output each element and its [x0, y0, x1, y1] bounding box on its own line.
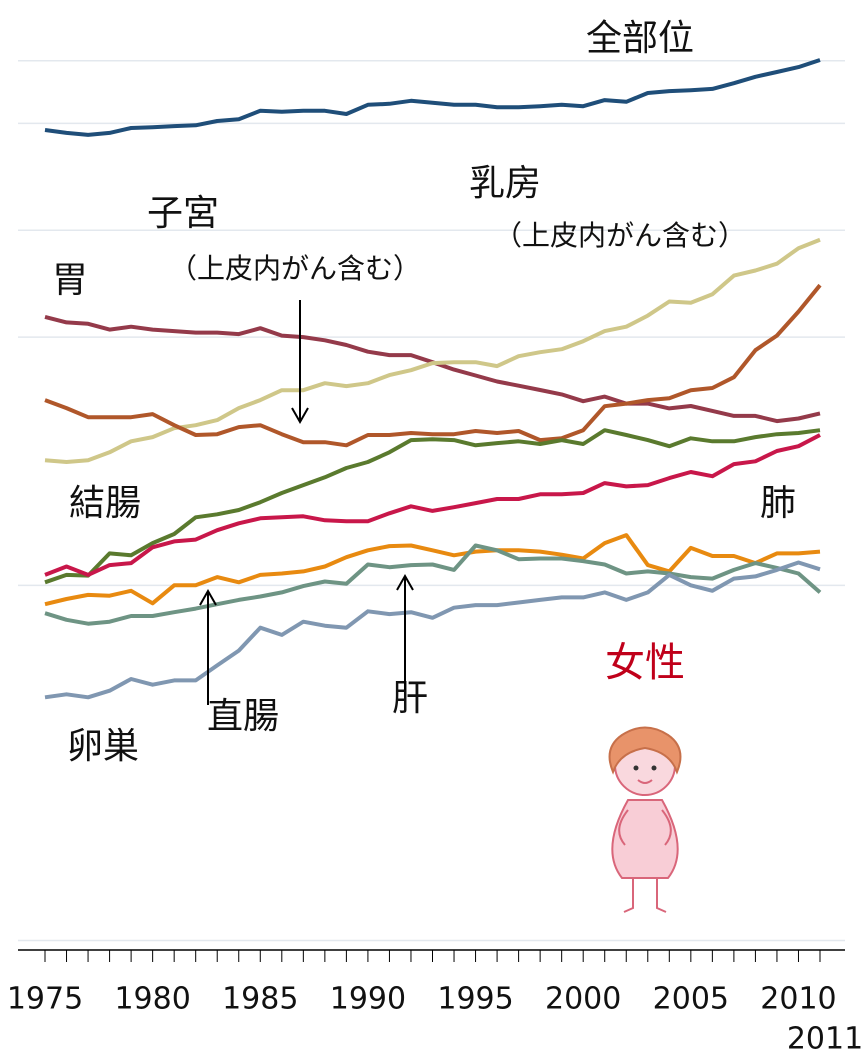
x-tick-label: 2011: [787, 1022, 863, 1057]
series-label: 乳房: [469, 163, 541, 204]
series-label: 卵巣: [67, 726, 139, 767]
girl-figure: [608, 726, 682, 913]
series-label: 結腸: [69, 483, 141, 524]
series-label: 肝: [392, 678, 428, 719]
x-tick-label: 1980: [114, 982, 190, 1017]
arrows: [199, 300, 414, 705]
x-tick-label: 2010: [760, 982, 836, 1017]
x-tick-label: 2000: [545, 982, 621, 1017]
series-line: [44, 428, 821, 585]
series-line: [44, 533, 821, 607]
x-tick-label: 2005: [653, 982, 729, 1017]
chart-title: 女性: [605, 640, 685, 686]
x-tick-label: 1990: [330, 982, 406, 1017]
x-tick-label: 1985: [222, 982, 298, 1017]
x-tick-label: 1975: [7, 982, 83, 1017]
annotation: （上皮内がん含む）: [494, 219, 746, 252]
series-label: 肺: [760, 483, 796, 524]
series-line: [44, 283, 822, 448]
series-label: 直腸: [207, 696, 279, 737]
series-line: [44, 58, 821, 137]
series-label: 胃: [52, 260, 88, 301]
series-line: [44, 543, 822, 626]
series-line: [44, 433, 821, 577]
annotation: （上皮内がん含む）: [169, 252, 421, 285]
x-tick-label: 1995: [437, 982, 513, 1017]
series-label: 全部位: [586, 18, 694, 59]
lines: [44, 58, 822, 700]
series-label: 子宮: [147, 193, 219, 234]
grid: [18, 60, 845, 962]
series-line: [44, 314, 821, 424]
series-line: [44, 560, 821, 700]
series-line: [44, 237, 821, 464]
